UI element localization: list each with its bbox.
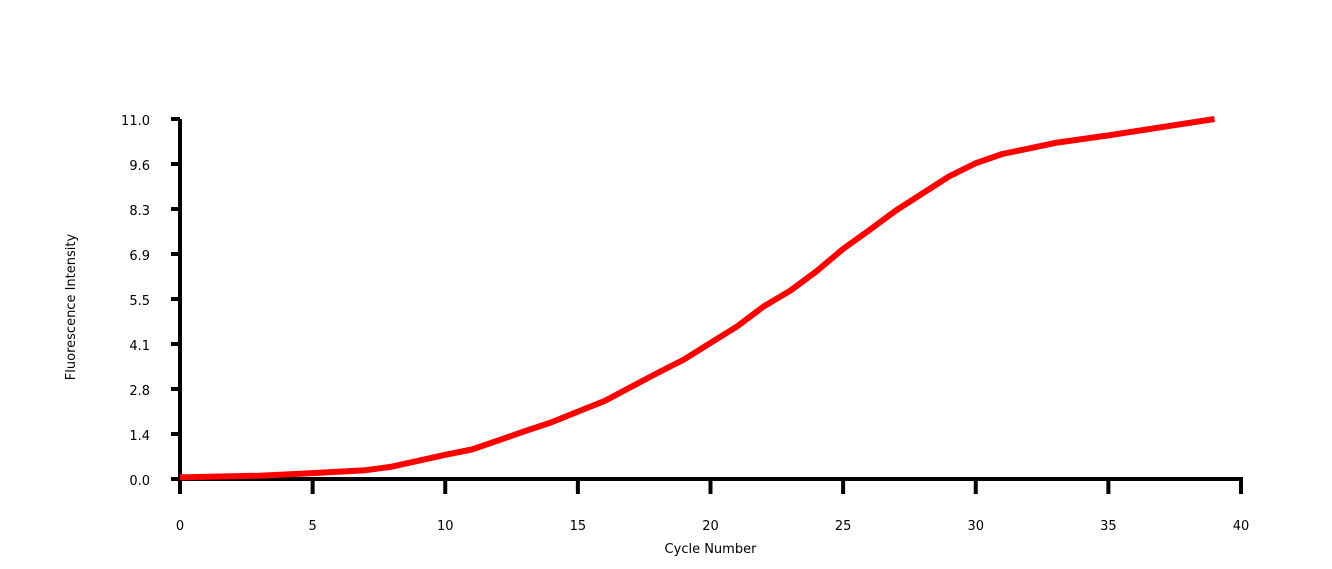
x-tick-label: 35 (1100, 519, 1117, 534)
x-axis-title: Cycle Number (665, 542, 758, 557)
x-tick-label: 5 (308, 519, 316, 534)
fluorescence-series-line (179, 116, 1215, 481)
y-axis-title: Fluorescence Intensity (64, 234, 79, 381)
axis-ticks (171, 117, 1243, 494)
y-tick-label: 5.5 (129, 294, 150, 309)
y-tick-label: 4.1 (129, 339, 150, 354)
x-tick-label: 15 (570, 519, 587, 534)
x-tick-label: 30 (967, 519, 984, 534)
x-tick-label: 10 (437, 519, 454, 534)
y-tick-label: 1.4 (129, 429, 150, 444)
x-tick-label: 25 (835, 519, 852, 534)
tick-labels: 0.0 1.4 2.8 4.1 5.5 6.9 8.3 9.6 11.0 0 5 10 15 20 25 30… (121, 114, 1249, 534)
x-tick-label: 40 (1233, 519, 1250, 534)
y-tick-label: 2.8 (129, 384, 150, 399)
y-tick-label: 8.3 (129, 204, 150, 219)
y-tick-label: 0.0 (129, 474, 150, 489)
y-tick-label: 9.6 (129, 159, 150, 174)
x-tick-label: 0 (176, 519, 184, 534)
x-tick-label: 20 (702, 519, 719, 534)
y-tick-label: 6.9 (129, 249, 150, 264)
y-tick-label: 11.0 (121, 114, 150, 129)
